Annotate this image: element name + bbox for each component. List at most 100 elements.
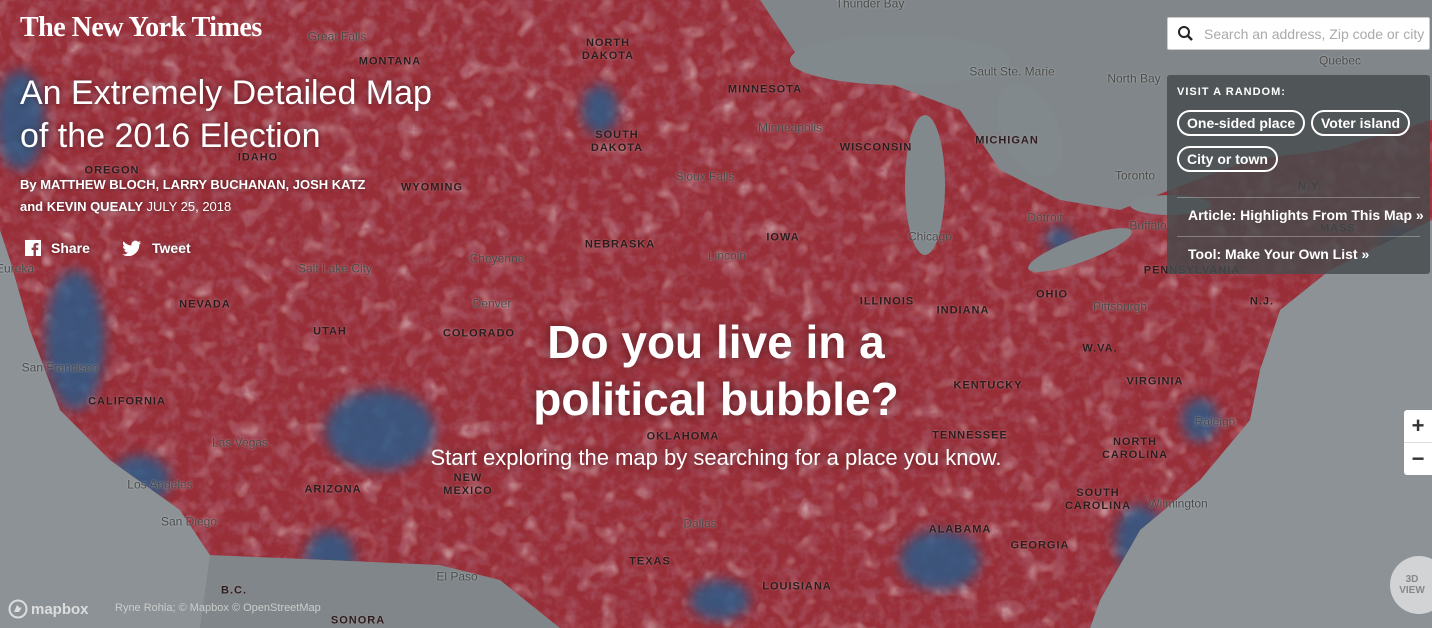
view-3d-line: VIEW [1399,585,1425,596]
panel-heading: VISIT A RANDOM: [1177,86,1286,98]
city-label: Eureka [0,261,35,276]
state-label: OHIO [1035,288,1069,301]
state-label: SOUTH CAROLINA [1064,487,1132,512]
city-label: Denver [472,296,512,311]
state-label: INDIANA [936,304,990,317]
state-label: NORTH DAKOTA [581,37,635,62]
city-label: Quebec [1318,53,1362,68]
intro-heading-line: Do you live in a [547,316,885,368]
city-label: Pittsburgh [1092,299,1148,314]
zoom-out[interactable]: − [1404,443,1432,475]
ocean [1090,220,1432,628]
city-label: Minneapolis [757,120,823,135]
state-label: COLORADO [442,327,516,340]
panel-link[interactable]: Tool: Make Your Own List » [1188,246,1370,262]
state-label: IDAHO [237,151,279,164]
separator [1177,236,1420,237]
state-label: CALIFORNIA [88,395,166,408]
city-label: Sault Ste. Marie [969,64,1055,79]
state-label: GEORGIA [1010,539,1070,552]
city-label: Toronto [1114,168,1156,183]
search-box[interactable]: Search an address, Zip code or city [1167,17,1430,50]
state-label: UTAH [313,325,347,338]
mapbox-logo[interactable]: mapbox [8,599,89,619]
state-label: VIRGINIA [1126,375,1184,388]
state-label: N.J. [1249,295,1275,308]
state-label: NEBRASKA [584,238,656,251]
state-label: TEXAS [629,555,671,568]
city-label: Buffalo [1129,218,1167,233]
city-label: Great Falls [307,29,367,44]
byline-authors: and KEVIN QUEALY [20,199,143,214]
city-label: Los Angeles [127,477,193,492]
state-label: ARIZONA [304,483,362,496]
mapbox-label: mapbox [31,600,89,618]
state-label: SONORA [330,614,386,627]
separator [1177,197,1420,198]
state-label: IOWA [766,231,800,244]
panel-link[interactable]: Article: Highlights From This Map » [1188,207,1424,223]
state-label: WISCONSIN [839,141,913,154]
state-label: NORTH CAROLINA [1101,436,1169,461]
view-3d-line: 3D [1405,574,1419,585]
attribution: Ryne Rohla; © Mapbox © OpenStreetMap [115,602,321,614]
share-button[interactable]: Share [25,240,90,256]
state-label: W.VA. [1082,342,1118,355]
state-label: NEVADA [179,298,231,311]
byline: and KEVIN QUEALY JULY 25, 2018 [20,199,231,214]
state-label: MONTANA [358,55,422,68]
headline-line: of the 2016 Election [20,117,321,155]
tweet-button[interactable]: Tweet [122,240,191,256]
city-label: Cheyenne [469,251,525,266]
state-label: MINNESOTA [727,83,803,96]
intro-subheading: Start exploring the map by searching for… [430,445,1002,470]
headline-line: An Extremely Detailed Map [20,74,432,112]
city-label: Wilmington [1148,496,1208,511]
byline: By MATTHEW BLOCH, LARRY BUCHANAN, JOSH K… [20,177,366,192]
date: JULY 25, 2018 [146,199,232,214]
city-label: Raleigh [1194,414,1236,429]
city-label: Sioux Falls [675,169,735,184]
view-3d-button[interactable]: 3D VIEW [1390,556,1432,614]
tweet-label: Tweet [152,240,191,256]
city-label: Dallas [683,516,717,531]
search-placeholder: Search an address, Zip code or city [1204,25,1425,42]
state-label: SOUTH DAKOTA [590,129,644,154]
ocean [0,230,210,628]
share-label: Share [51,240,90,256]
state-label: TENNESSEE [932,429,1008,442]
random-button[interactable]: Voter island [1311,110,1411,136]
search-icon [1178,26,1193,41]
intro-heading-line: political bubble? [533,373,899,425]
state-label: ILLINOIS [859,295,915,308]
city-label: North Bay [1107,71,1161,86]
state-label: OKLAHOMA [646,430,720,443]
random-button[interactable]: One-sided place [1177,110,1306,136]
state-label: NEW MEXICO [443,472,493,497]
state-label: WYOMING [401,181,463,194]
state-label: MICHIGAN [975,134,1039,147]
headline: An Extremely Detailed Map of the 2016 El… [20,72,432,158]
facebook-icon [25,240,41,256]
twitter-icon [122,240,141,256]
city-label: San Francisco [21,360,99,375]
random-button[interactable]: City or town [1177,146,1278,172]
zoom-in[interactable]: + [1404,410,1432,443]
state-label: OREGON [84,164,140,177]
city-label: Lincoln [707,248,747,263]
intro-heading: Do you live in a political bubble? [0,314,1432,428]
city-label: San Diego [160,514,218,529]
logo[interactable]: The New York Times [20,12,262,43]
city-label: El Paso [436,569,478,584]
mapbox-icon [8,599,28,619]
city-label: Las Vegas [211,435,269,450]
state-label: ALABAMA [928,523,992,536]
city-label: Detroit [1027,210,1063,225]
random-panel: VISIT A RANDOM: One-sided place Voter is… [1167,75,1430,274]
state-label: B.C. [221,584,247,597]
state-label: KENTUCKY [953,379,1023,392]
city-label: Salt Lake City [297,261,373,276]
state-label: LOUISIANA [762,580,832,593]
